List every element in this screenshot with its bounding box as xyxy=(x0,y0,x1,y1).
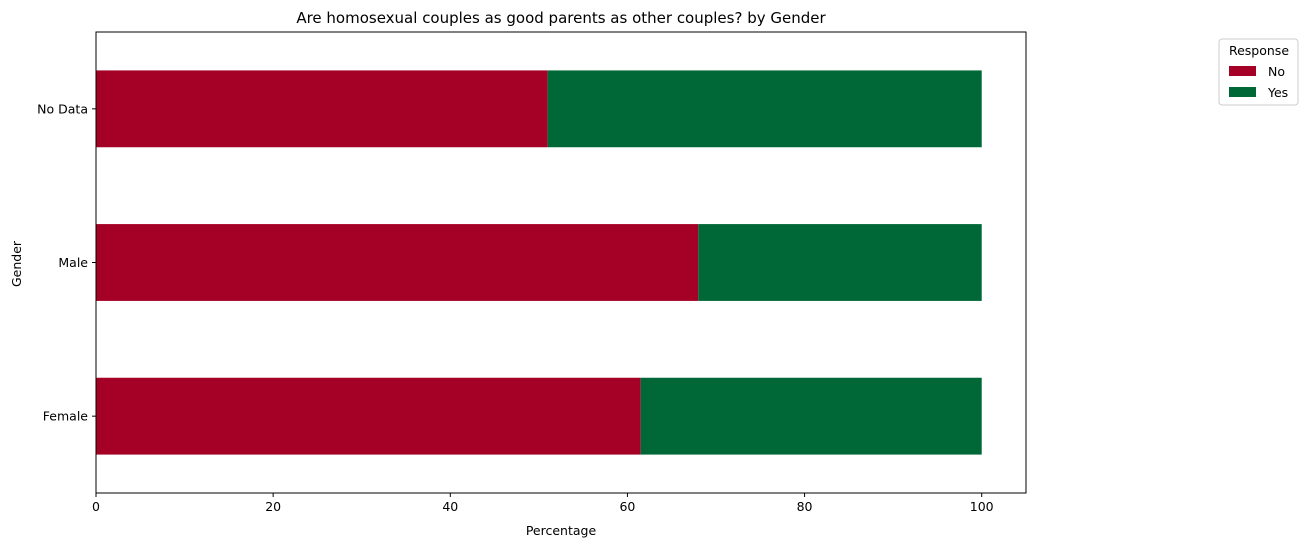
x-tick-label: 60 xyxy=(619,499,635,514)
legend-entries: No Yes xyxy=(1229,64,1288,100)
legend-label-no: No xyxy=(1268,64,1285,79)
bar-male-yes xyxy=(698,224,982,301)
chart-title: Are homosexual couples as good parents a… xyxy=(296,9,826,27)
bars-layer xyxy=(96,70,982,455)
y-tick-label: Female xyxy=(43,409,89,424)
bar-female-no xyxy=(96,377,641,455)
y-tick-label: Male xyxy=(58,255,88,270)
legend-swatch-yes xyxy=(1229,87,1256,97)
y-tick-label: No Data xyxy=(37,101,88,116)
legend-label-yes: Yes xyxy=(1267,85,1288,100)
x-tick-label: 20 xyxy=(265,499,281,514)
x-axis-title: Percentage xyxy=(526,523,597,538)
legend-title: Response xyxy=(1229,43,1289,58)
legend-swatch-no xyxy=(1229,66,1256,76)
legend: Response No Yes xyxy=(1218,38,1299,106)
x-tick-label: 40 xyxy=(442,499,458,514)
bar-no-data-yes xyxy=(547,70,982,148)
x-tick-label: 0 xyxy=(92,499,100,514)
bar-female-yes xyxy=(640,377,982,455)
axes-layer: 0 20 40 60 80 100 Female Male No Data xyxy=(37,31,1027,514)
x-tick-label: 80 xyxy=(797,499,813,514)
y-axis-title: Gender xyxy=(9,240,24,287)
bar-no-data-no xyxy=(96,70,548,148)
bar-male-no xyxy=(96,224,699,301)
x-tick-label: 100 xyxy=(970,499,994,514)
